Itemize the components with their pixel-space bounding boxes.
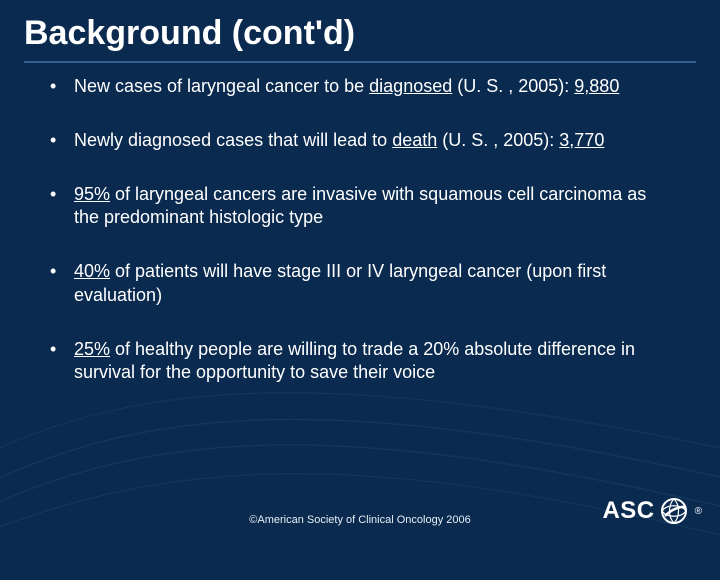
bullet-item: New cases of laryngeal cancer to be diag… [50,75,670,99]
bullet-list: New cases of laryngeal cancer to be diag… [0,75,720,385]
registered-mark: ® [695,506,702,517]
asco-logo: ASC ® [602,496,702,526]
bullet-item: 40% of patients will have stage III or I… [50,260,670,308]
bullet-item: 95% of laryngeal cancers are invasive wi… [50,183,670,231]
bullet-text-pre: Newly diagnosed cases that will lead to [74,130,392,150]
title-underline [24,61,696,63]
bullet-underline-1: death [392,130,437,150]
bullet-underline-1: 25% [74,339,110,359]
slide-title: Background (cont'd) [0,0,720,57]
bullet-underline-1: 40% [74,261,110,281]
bullet-text-pre: New cases of laryngeal cancer to be [74,76,369,96]
bullet-underline-1: diagnosed [369,76,452,96]
bullet-underline-1: 95% [74,184,110,204]
bullet-text-mid: of laryngeal cancers are invasive with s… [74,184,646,228]
bullet-text-mid: (U. S. , 2005): [452,76,574,96]
bullet-text-mid: of healthy people are willing to trade a… [74,339,635,383]
logo-text: ASC [602,497,654,525]
bullet-underline-2: 3,770 [559,130,604,150]
bullet-text-mid: (U. S. , 2005): [437,130,559,150]
bullet-text-mid: of patients will have stage III or IV la… [74,261,606,305]
logo-globe-icon [659,496,689,526]
bullet-underline-2: 9,880 [574,76,619,96]
bullet-item: Newly diagnosed cases that will lead to … [50,129,670,153]
bullet-item: 25% of healthy people are willing to tra… [50,338,670,386]
